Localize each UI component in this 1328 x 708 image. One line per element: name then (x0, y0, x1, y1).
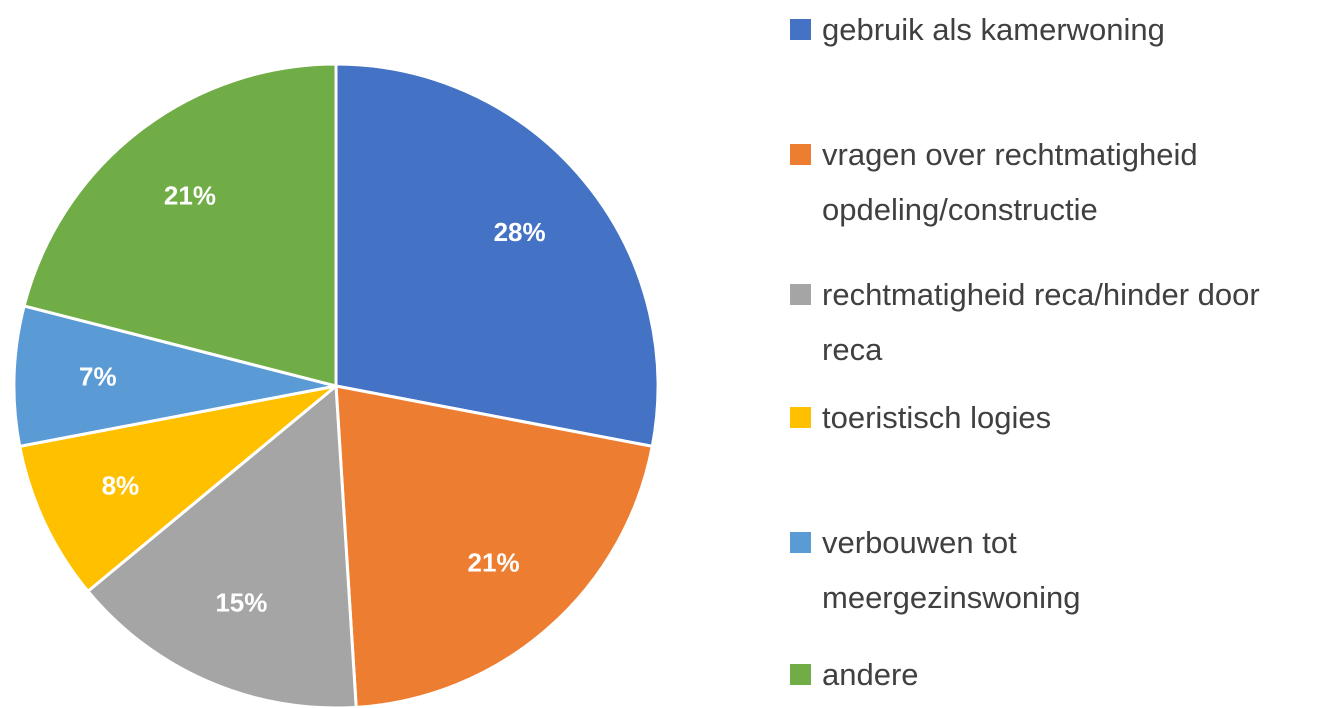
legend-label: vragen over rechtmatigheid opdeling/cons… (822, 137, 1198, 227)
legend-entry: vragen over rechtmatigheid opdeling/cons… (790, 127, 1290, 237)
legend-swatch (790, 664, 811, 685)
legend-label: verbouwen tot meergezinswoning (822, 525, 1081, 615)
slice-label: 21% (164, 181, 216, 211)
legend-label: gebruik als kamerwoning (822, 12, 1165, 47)
legend-swatch (790, 532, 811, 553)
legend-entry: andere (790, 647, 1290, 702)
pie-slice (334, 62, 660, 449)
legend-swatch (790, 407, 811, 428)
legend-entry: gebruik als kamerwoning (790, 2, 1290, 57)
slice-label: 8% (102, 470, 140, 500)
pie-slice (22, 62, 338, 388)
legend-swatch (790, 284, 811, 305)
legend-entry: rechtmatigheid reca/hinder door reca (790, 267, 1290, 377)
legend-swatch (790, 144, 811, 165)
slice-label: 7% (79, 361, 117, 391)
pie-slice (17, 384, 337, 594)
slice-label: 15% (215, 588, 267, 618)
legend-swatch (790, 19, 811, 40)
pie-slice (12, 304, 337, 449)
legend-label: rechtmatigheid reca/hinder door reca (822, 277, 1260, 367)
legend-entry: verbouwen tot meergezinswoning (790, 515, 1290, 625)
slice-label: 21% (468, 548, 520, 578)
legend-label: toeristisch logies (822, 400, 1052, 435)
legend-entry: toeristisch logies (790, 390, 1290, 445)
pie-slice (334, 384, 655, 708)
chart: 28% 21% 15% 8% 7% 21% (12, 62, 660, 708)
legend-label: andere (822, 657, 919, 692)
slice-label: 28% (494, 217, 546, 247)
